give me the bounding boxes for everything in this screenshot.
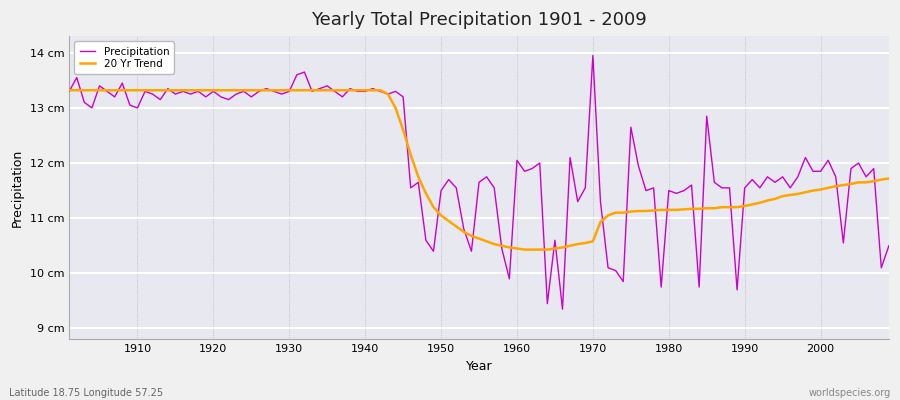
20 Yr Trend — [64, 88, 75, 93]
Precipitation — [588, 53, 598, 58]
Line: 20 Yr Trend: 20 Yr Trend — [69, 90, 889, 250]
Title: Yearly Total Precipitation 1901 - 2009: Yearly Total Precipitation 1901 - 2009 — [311, 11, 647, 29]
Precipitation — [337, 94, 347, 99]
Y-axis label: Precipitation: Precipitation — [11, 149, 24, 227]
Precipitation — [124, 103, 135, 108]
20 Yr Trend — [337, 88, 347, 93]
Precipitation — [511, 158, 522, 163]
20 Yr Trend — [511, 246, 522, 251]
Line: Precipitation: Precipitation — [69, 56, 889, 309]
Precipitation — [64, 89, 75, 94]
20 Yr Trend — [519, 247, 530, 252]
Precipitation — [617, 279, 628, 284]
Precipitation — [292, 72, 302, 77]
20 Yr Trend — [884, 176, 895, 181]
20 Yr Trend — [504, 245, 515, 250]
Precipitation — [504, 276, 515, 281]
Precipitation — [557, 307, 568, 312]
20 Yr Trend — [124, 88, 135, 93]
Text: Latitude 18.75 Longitude 57.25: Latitude 18.75 Longitude 57.25 — [9, 388, 163, 398]
Legend: Precipitation, 20 Yr Trend: Precipitation, 20 Yr Trend — [75, 42, 175, 74]
Text: worldspecies.org: worldspecies.org — [809, 388, 891, 398]
X-axis label: Year: Year — [465, 360, 492, 373]
20 Yr Trend — [610, 210, 621, 215]
Precipitation — [884, 243, 895, 248]
20 Yr Trend — [292, 88, 302, 93]
